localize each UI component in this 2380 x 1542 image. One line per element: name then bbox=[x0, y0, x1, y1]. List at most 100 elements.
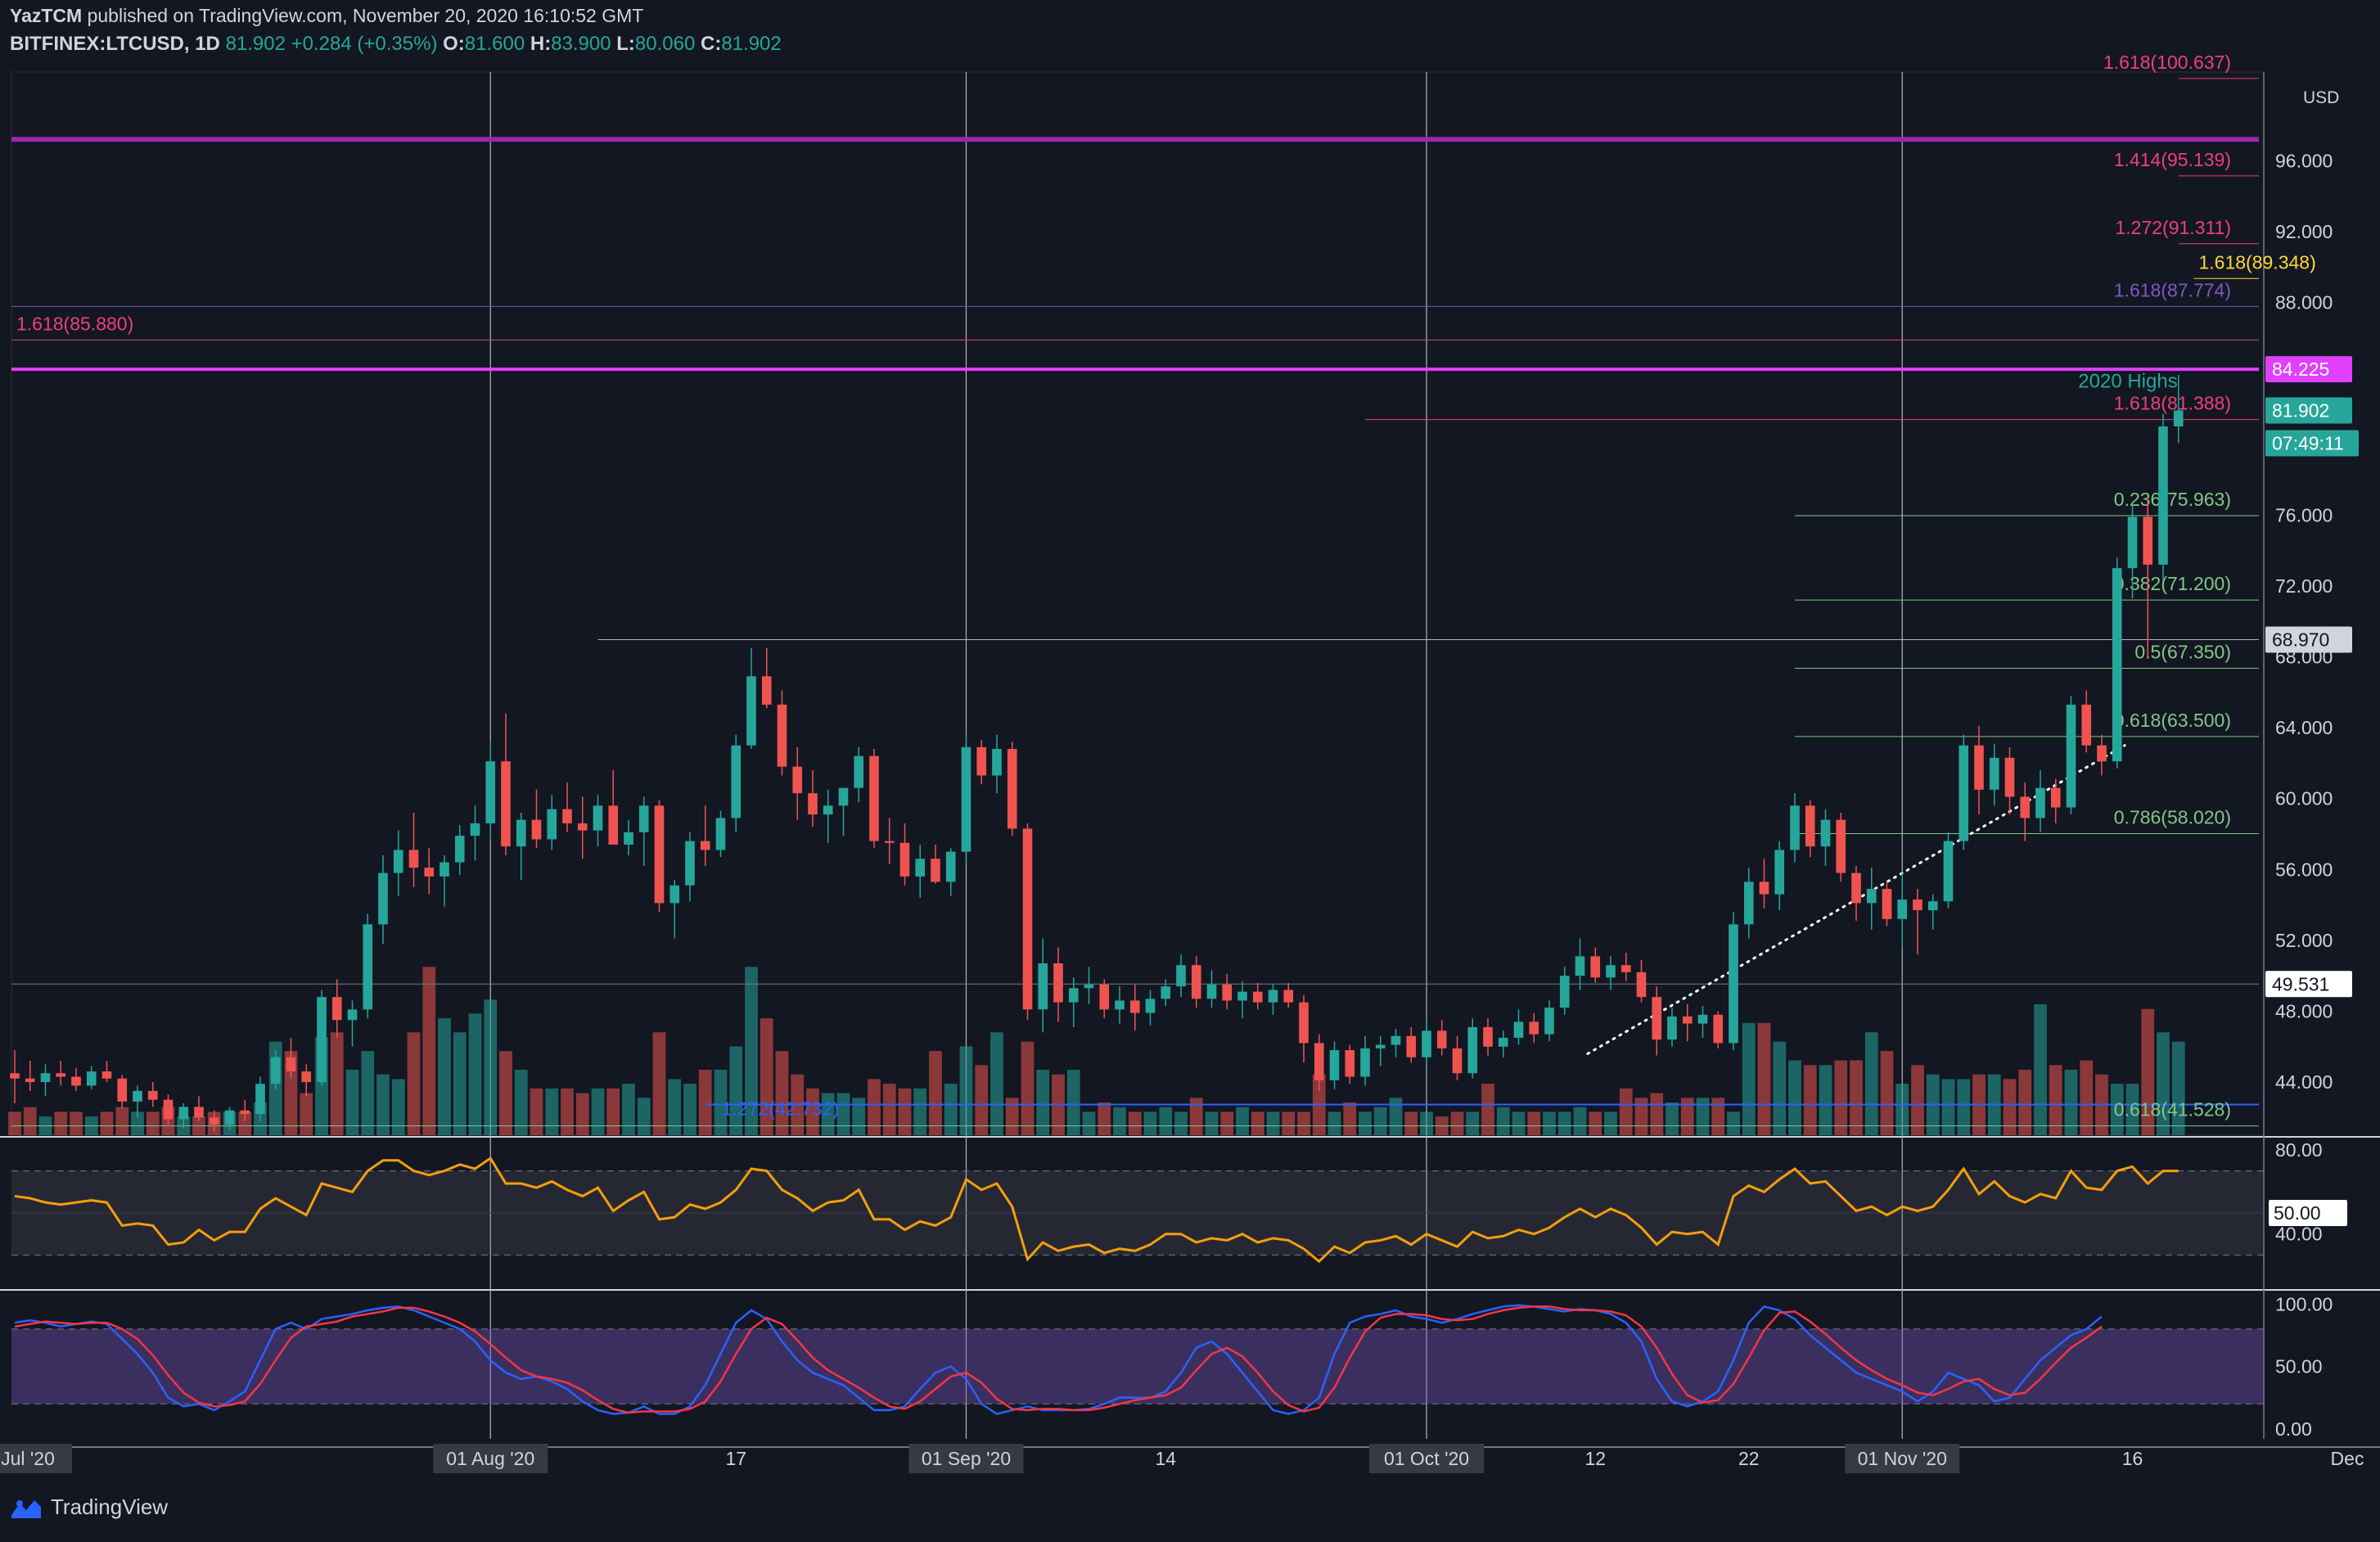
candle-body bbox=[1161, 986, 1171, 999]
candle-body bbox=[1283, 990, 1294, 1003]
volume-bar bbox=[484, 999, 498, 1135]
candle-body bbox=[1759, 881, 1769, 895]
volume-bar bbox=[683, 1084, 696, 1135]
candle-body bbox=[1590, 956, 1601, 978]
symbol-name[interactable]: BITFINEX:LTCUSD, 1D bbox=[10, 33, 220, 55]
candle-body bbox=[562, 809, 572, 823]
volume-bar bbox=[499, 1051, 512, 1135]
candle-body bbox=[424, 868, 435, 877]
candle-body bbox=[577, 823, 588, 831]
volume-bar bbox=[1036, 1070, 1050, 1135]
volume-bar bbox=[2141, 1008, 2155, 1135]
candle-body bbox=[1667, 1016, 1677, 1040]
tradingview-brand[interactable]: TradingView bbox=[10, 1495, 168, 1520]
volume-bar bbox=[422, 967, 436, 1135]
candle-body bbox=[1851, 872, 1861, 904]
volume-bar bbox=[1128, 1111, 1142, 1135]
candle-body bbox=[1805, 805, 1815, 847]
candle-body bbox=[1452, 1048, 1463, 1074]
volume-bar bbox=[530, 1088, 543, 1135]
candle-body bbox=[1974, 745, 1984, 790]
x-tick-label: 12 bbox=[1584, 1448, 1606, 1469]
volume-bar bbox=[1911, 1065, 1924, 1135]
volume-bar bbox=[70, 1111, 83, 1135]
candle-body bbox=[945, 851, 956, 882]
volume-bar bbox=[1666, 1102, 1679, 1135]
candle-body bbox=[317, 997, 327, 1083]
candle-body bbox=[1038, 963, 1048, 1010]
candle-body bbox=[1007, 749, 1017, 829]
fib-level-label: 1.618(100.637) bbox=[2103, 52, 2231, 73]
candle-body bbox=[1237, 991, 1247, 1001]
candle-body bbox=[2127, 516, 2138, 569]
volume-bar bbox=[2018, 1070, 2032, 1135]
candle-body bbox=[1897, 900, 1908, 919]
price-tag-label: 84.225 bbox=[2272, 358, 2329, 380]
x-tick-label: 01 Oct '20 bbox=[1384, 1448, 1469, 1469]
tradingview-logo-icon bbox=[11, 1499, 41, 1518]
candle-body bbox=[2143, 516, 2153, 565]
volume-bar bbox=[1727, 1111, 1740, 1135]
candle-body bbox=[931, 859, 940, 882]
candle-body bbox=[1866, 889, 1877, 904]
candle-body bbox=[2173, 410, 2184, 426]
volume-bar bbox=[913, 1088, 927, 1135]
candle-body bbox=[86, 1071, 97, 1086]
volume-bar bbox=[1282, 1111, 1296, 1135]
candle-body bbox=[731, 745, 741, 818]
volume-bar bbox=[852, 1098, 866, 1135]
candle-body bbox=[1498, 1037, 1508, 1047]
candle-body bbox=[1314, 1043, 1324, 1080]
x-tick-label: 01 Aug '20 bbox=[446, 1448, 534, 1469]
close-value: 81.902 bbox=[721, 33, 782, 55]
volume-bar bbox=[238, 1111, 252, 1135]
candle-body bbox=[2158, 426, 2168, 565]
x-tick-label: 01 Nov '20 bbox=[1858, 1448, 1947, 1469]
publish-info: YazTCM published on TradingView.com, Nov… bbox=[10, 5, 643, 27]
publisher-name[interactable]: YazTCM bbox=[10, 5, 83, 26]
rsi-series-line bbox=[14, 1156, 2179, 1264]
candle-body bbox=[25, 1078, 35, 1083]
x-label-box bbox=[1369, 1444, 1484, 1473]
candle-body bbox=[1222, 984, 1233, 1001]
volume-bar bbox=[1220, 1111, 1234, 1135]
candle-body bbox=[178, 1107, 189, 1120]
candle-body bbox=[1943, 841, 1954, 902]
candle-body bbox=[2035, 787, 2045, 818]
volume-bar bbox=[361, 1051, 375, 1135]
volume-bar bbox=[944, 1084, 958, 1135]
y-tick-label: 64.000 bbox=[2275, 717, 2333, 738]
close-label: C: bbox=[701, 33, 722, 55]
volume-bar bbox=[1773, 1041, 1787, 1135]
candle-body bbox=[147, 1090, 158, 1100]
candle-body bbox=[347, 1009, 358, 1021]
volume-bar bbox=[2064, 1070, 2078, 1135]
stoch-k-line bbox=[14, 1304, 2103, 1415]
volume-bar bbox=[1327, 1111, 1341, 1135]
volume-bar bbox=[1604, 1111, 1617, 1135]
candle-body bbox=[363, 924, 373, 1010]
volume-bar bbox=[1404, 1111, 1418, 1135]
annotation-2020-highs: 2020 Highs bbox=[2078, 370, 2177, 392]
y-tick-label: 56.000 bbox=[2275, 859, 2333, 880]
volume-bar bbox=[131, 1111, 144, 1135]
volume-bar bbox=[760, 1018, 773, 1135]
volume-bar bbox=[1864, 1032, 1878, 1135]
volume-bar bbox=[622, 1084, 635, 1135]
candle-body bbox=[209, 1117, 219, 1125]
candle-body bbox=[2112, 568, 2122, 762]
price-tag-box bbox=[2265, 397, 2352, 424]
candle-body bbox=[1836, 819, 1846, 873]
price-tag-box bbox=[2265, 626, 2352, 653]
candle-body bbox=[593, 805, 603, 831]
fib-level-label: 0.236(75.963) bbox=[2114, 489, 2231, 510]
volume-bar bbox=[468, 1013, 482, 1135]
candle-body bbox=[1606, 965, 1616, 978]
open-value: 81.600 bbox=[464, 33, 525, 55]
volume-bar bbox=[652, 1032, 666, 1135]
volume-bar bbox=[391, 1079, 405, 1135]
main-pane bbox=[11, 71, 2265, 1136]
candle-body bbox=[1436, 1030, 1447, 1048]
candle-body bbox=[101, 1071, 112, 1079]
candle-body bbox=[1774, 850, 1785, 895]
